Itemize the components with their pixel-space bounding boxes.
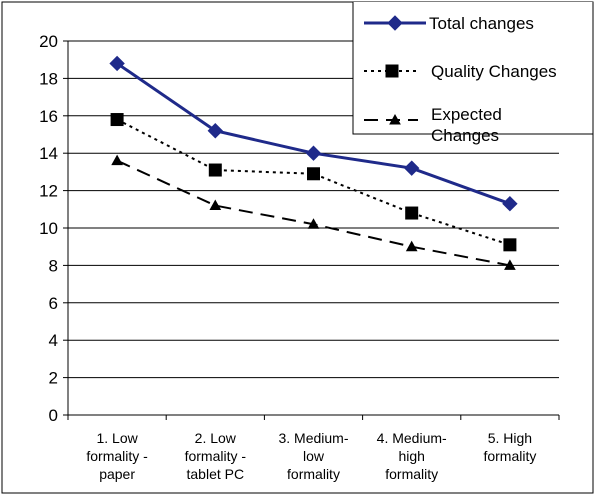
square-marker xyxy=(110,113,124,127)
data-series xyxy=(109,55,518,212)
triangle-marker xyxy=(111,154,123,166)
x-tick-label-line: high xyxy=(398,448,424,464)
x-tick-label-line: tablet PC xyxy=(187,466,245,482)
triangle-marker xyxy=(389,113,401,125)
legend-entry: Total changes xyxy=(364,14,534,33)
legend-box-group: Total changes Quality Changes Expected Chan… xyxy=(352,2,593,145)
triangle-marker xyxy=(307,218,320,229)
x-axis-labels: 1. Low formality - paper 2. Low formality - t… xyxy=(86,430,536,482)
square-marker xyxy=(307,167,320,181)
x-tick-label-line: 4. Medium- xyxy=(377,430,447,446)
legend-label: Changes xyxy=(431,126,499,145)
legend: Total changes Quality Changes Expected Chan… xyxy=(352,2,593,145)
square-marker xyxy=(405,206,419,220)
y-tick-label: 14 xyxy=(39,144,58,163)
x-tick-label: 2. Low formality - tablet PC xyxy=(185,430,247,482)
x-tick-label-line: 3. Medium- xyxy=(278,430,348,446)
y-axis-labels: 0 2 4 6 8 10 12 14 16 18 20 xyxy=(39,32,58,425)
x-tick-label-line: paper xyxy=(99,466,135,482)
y-tick-label: 8 xyxy=(49,256,58,275)
diamond-marker xyxy=(387,15,403,31)
x-tick-label-line: 1. Low xyxy=(96,430,138,446)
x-tick-label-line: formality xyxy=(385,466,438,482)
square-marker xyxy=(503,238,517,252)
x-tick-label-line: formality - xyxy=(185,448,247,464)
y-tick-label: 18 xyxy=(39,69,58,88)
x-tick-label-line: 5. High xyxy=(488,430,532,446)
y-tick-label: 16 xyxy=(39,107,58,126)
x-tick-label-line: low xyxy=(303,448,325,464)
axes xyxy=(63,40,560,420)
legend-label: Expected xyxy=(431,105,502,124)
triangle-marker xyxy=(405,240,418,252)
y-tick-label: 12 xyxy=(39,182,58,201)
diamond-marker xyxy=(502,195,518,212)
x-tick-label-line: formality xyxy=(287,466,340,482)
legend-entry: Expected Changes xyxy=(364,105,502,145)
x-tick-label: 4. Medium-high formality xyxy=(377,430,447,482)
data-series xyxy=(110,113,517,252)
y-tick-label: 4 xyxy=(49,331,58,350)
diamond-marker xyxy=(403,160,420,176)
y-tick-label: 20 xyxy=(39,32,58,51)
x-tick-label-line: 2. Low xyxy=(195,430,237,446)
y-tick-label: 0 xyxy=(49,406,58,425)
triangle-marker xyxy=(209,199,222,211)
data-series xyxy=(111,154,516,270)
y-tick-label: 6 xyxy=(49,294,58,313)
diamond-marker xyxy=(109,55,125,72)
square-marker xyxy=(208,163,222,177)
triangle-marker xyxy=(504,259,516,270)
x-tick-label: 5. High formality xyxy=(483,430,536,464)
series-group xyxy=(109,55,518,270)
legend-label: Quality Changes xyxy=(431,62,557,81)
diamond-marker xyxy=(305,145,322,161)
diamond-marker xyxy=(207,123,224,139)
x-tick-label: 1. Low formality - paper xyxy=(86,430,148,482)
legend-label: Total changes xyxy=(429,14,534,33)
legend-entry: Quality Changes xyxy=(364,62,557,81)
x-tick-label-line: formality - xyxy=(86,448,148,464)
x-tick-label-line: formality xyxy=(483,448,536,464)
y-tick-label: 2 xyxy=(49,369,58,388)
square-marker xyxy=(385,64,399,78)
x-tick-label: 3. Medium-low formality xyxy=(278,430,348,482)
y-tick-label: 10 xyxy=(39,219,58,238)
